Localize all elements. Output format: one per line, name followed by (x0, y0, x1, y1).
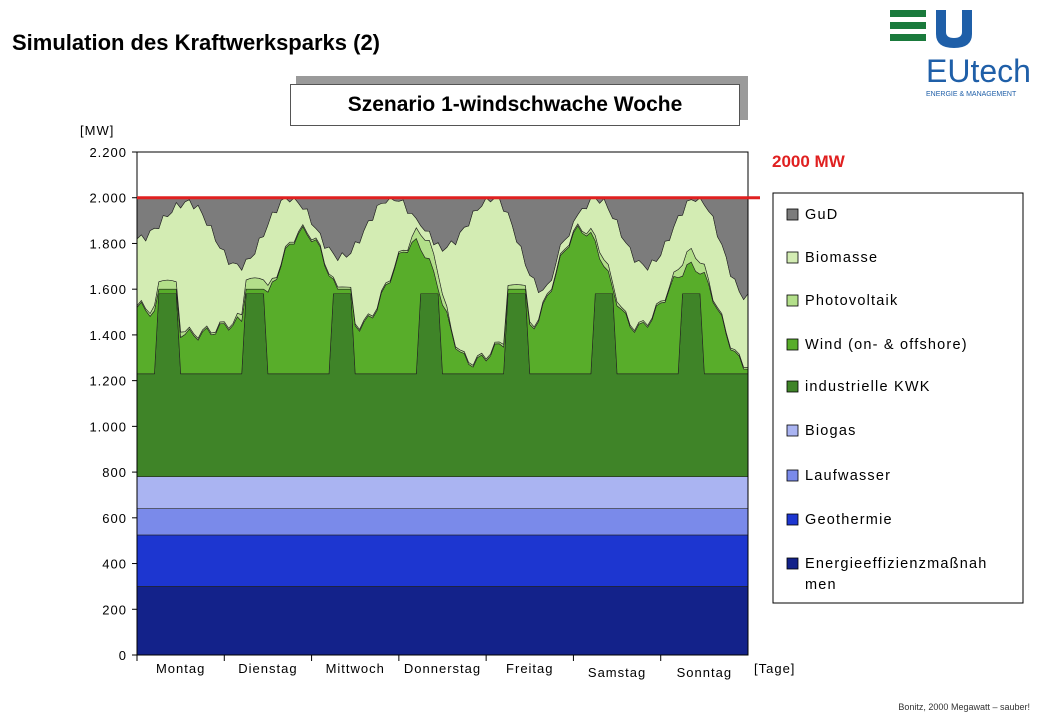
area-laufwasser (136, 508, 749, 536)
legend-label: Energieeffizienzmaßnah (805, 556, 988, 572)
legend-swatch (786, 557, 799, 570)
logo-subtext: ENERGIE & MANAGEMENT (926, 91, 1017, 98)
y-tick-label: 2.000 (89, 191, 127, 206)
legend-label: men (805, 577, 837, 593)
x-tick-label-dienstag: Dienstag (238, 661, 297, 676)
legend-swatch (786, 513, 799, 526)
y-tick-label: 400 (102, 557, 127, 572)
legend-label: industrielle KWK (805, 379, 931, 395)
legend-swatch (786, 208, 799, 221)
legend-swatch (786, 424, 799, 437)
logo-text: EUtech (926, 53, 1031, 89)
y-tick-label: 200 (102, 602, 127, 617)
x-tick-label-samstag: Samstag (588, 665, 646, 680)
x-tick-label-donnerstag: Donnerstag (404, 661, 481, 676)
y-tick-label: 800 (102, 465, 127, 480)
x-tick-label-mittwoch: Mittwoch (326, 661, 385, 676)
area-energieeffizienzmaßnahmen (136, 586, 749, 656)
eutech-logo: EUtech ENERGIE & MANAGEMENT (890, 10, 1031, 98)
footnote: Bonitz, 2000 Megawatt – sauber! (898, 702, 1030, 712)
scenario-title: Szenario 1-windschwache Woche (290, 84, 740, 126)
legend-swatch (786, 251, 799, 264)
reference-line-label: 2000 MW (772, 152, 846, 171)
x-axis-label: [Tage] (754, 661, 795, 676)
area-biogas (136, 476, 749, 509)
x-tick-label-freitag: Freitag (506, 661, 553, 676)
legend-label: Biomasse (805, 250, 878, 266)
y-tick-label: 0 (119, 648, 127, 663)
y-tick-label: 1.800 (89, 236, 127, 251)
page-title: Simulation des Kraftwerksparks (2) (12, 30, 381, 55)
legend-swatch (786, 380, 799, 393)
legend-swatch (786, 294, 799, 307)
legend-label: Biogas (805, 423, 857, 439)
legend-box (772, 192, 1024, 604)
x-tick-label-montag: Montag (156, 661, 205, 676)
y-tick-label: 1.200 (89, 374, 127, 389)
area-geothermie (136, 534, 749, 587)
legend-label: Wind (on- & offshore) (805, 337, 968, 353)
legend-swatch (786, 338, 799, 351)
y-tick-label: 1.000 (89, 419, 127, 434)
plot-frame (136, 151, 749, 656)
legend-label: Geothermie (805, 512, 893, 528)
legend-swatch (786, 469, 799, 482)
y-tick-label: 1.600 (89, 282, 127, 297)
y-tick-label: 2.200 (89, 145, 127, 160)
legend-label: Laufwasser (805, 468, 891, 484)
legend-label: GuD (805, 207, 838, 223)
y-tick-label: 1.400 (89, 328, 127, 343)
legend-label: Photovoltaik (805, 293, 898, 309)
y-axis-label: [MW] (80, 123, 114, 138)
x-tick-label-sonntag: Sonntag (677, 665, 732, 680)
y-tick-label: 600 (102, 511, 127, 526)
